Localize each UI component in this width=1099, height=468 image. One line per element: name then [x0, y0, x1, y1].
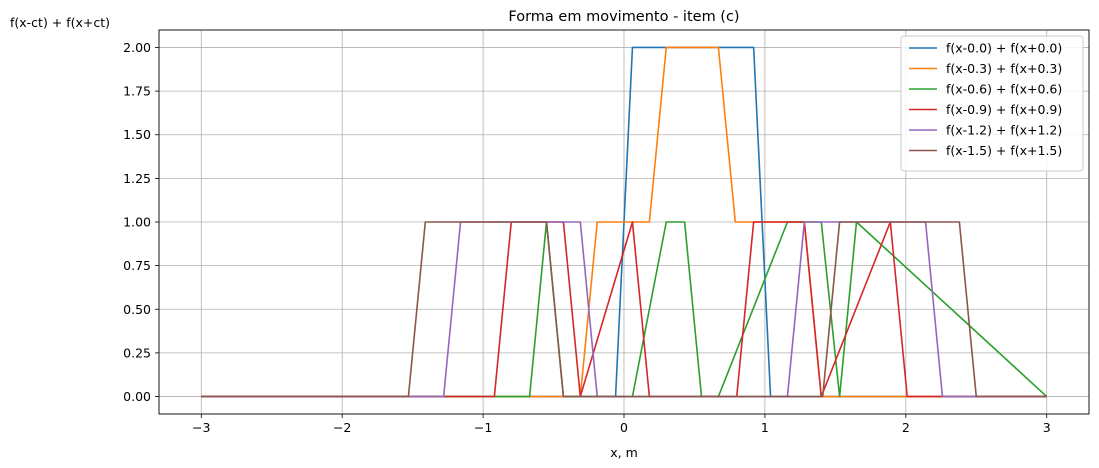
legend-label-4: f(x-1.2) + f(x+1.2) — [946, 123, 1062, 138]
y-tick-label: 1.25 — [123, 171, 151, 186]
x-tick-label: 3 — [1043, 420, 1051, 435]
y-tick-label: 1.50 — [123, 127, 151, 142]
y-tick-label: 0.25 — [123, 345, 151, 360]
legend-label-2: f(x-0.6) + f(x+0.6) — [946, 82, 1062, 97]
y-tick-label: 0.00 — [123, 389, 151, 404]
y-tick-label: 1.75 — [123, 84, 151, 99]
y-tick-label: 2.00 — [123, 40, 151, 55]
legend-label-0: f(x-0.0) + f(x+0.0) — [946, 41, 1062, 56]
legend-label-1: f(x-0.3) + f(x+0.3) — [946, 61, 1062, 76]
y-tick-label: 1.00 — [123, 215, 151, 230]
x-tick-label: −3 — [192, 420, 210, 435]
legend-label-5: f(x-1.5) + f(x+1.5) — [946, 143, 1062, 158]
x-tick-label: 2 — [902, 420, 910, 435]
series-lines — [201, 46, 1048, 398]
axis-ticks: −3 −2 −1 0 1 2 3 0.00 0.25 0.50 0.75 1.00 1.25 1.50 1.… — [123, 40, 1051, 435]
series-line-5 — [201, 221, 1047, 398]
y-tick-label: 0.75 — [123, 258, 151, 273]
x-tick-label: −2 — [333, 420, 351, 435]
x-axis-label: x, m — [610, 445, 638, 460]
x-tick-label: 0 — [620, 420, 628, 435]
y-tick-label: 0.50 — [123, 302, 151, 317]
x-tick-label: 1 — [761, 420, 769, 435]
legend-box — [900, 35, 1084, 172]
legend-label-3: f(x-0.9) + f(x+0.9) — [946, 102, 1062, 117]
x-tick-label: −1 — [474, 420, 492, 435]
y-axis-label: f(x-ct) + f(x+ct) — [10, 15, 110, 30]
chart-title: Forma em movimento - item (c) — [508, 9, 739, 25]
legend: f(x-0.0) + f(x+0.0) f(x-0.3) + f(x+0.3) f(… — [900, 35, 1084, 172]
